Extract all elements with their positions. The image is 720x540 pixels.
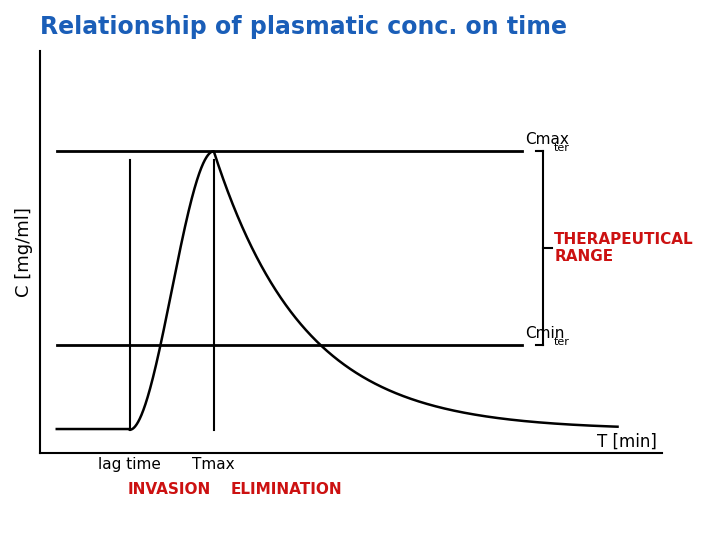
Text: Tmax: Tmax (192, 457, 235, 472)
Text: Relationship of plasmatic conc. on time: Relationship of plasmatic conc. on time (40, 15, 567, 39)
Text: Cmax: Cmax (525, 132, 569, 147)
Text: THERAPEUTICAL
RANGE: THERAPEUTICAL RANGE (554, 232, 694, 264)
Text: ELIMINATION: ELIMINATION (231, 482, 343, 497)
Y-axis label: C [mg/ml]: C [mg/ml] (15, 207, 33, 297)
Text: INVASION: INVASION (127, 482, 210, 497)
Text: ter: ter (554, 143, 570, 153)
Text: Cmin: Cmin (525, 326, 564, 341)
Text: lag time: lag time (98, 457, 161, 472)
Text: T [min]: T [min] (597, 433, 657, 450)
Text: ter: ter (554, 336, 570, 347)
